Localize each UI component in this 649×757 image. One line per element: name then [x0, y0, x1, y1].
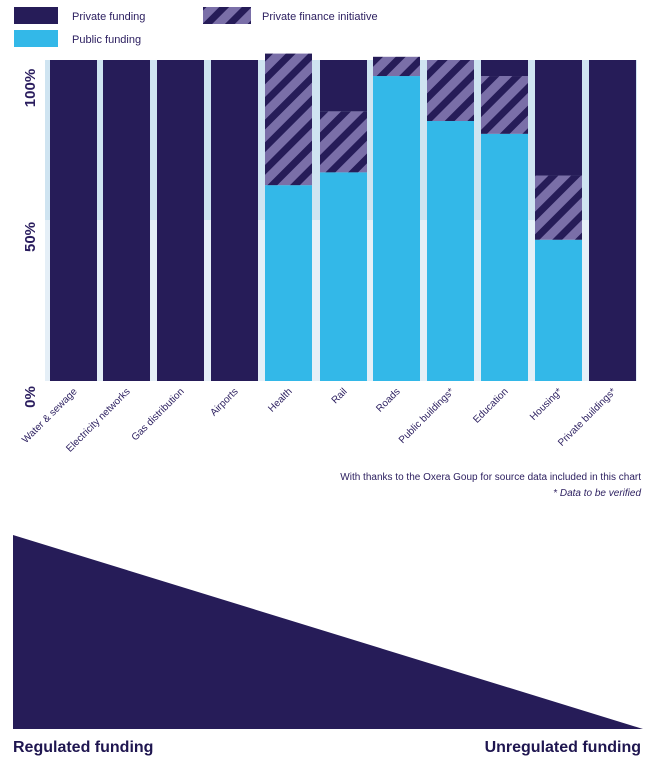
regulated-funding-label: Regulated funding	[13, 739, 153, 756]
bar-segment	[265, 185, 312, 381]
bar-segment	[211, 60, 258, 381]
category-label: Health	[266, 386, 294, 414]
category-label: Rail	[330, 386, 350, 406]
bar-segment	[535, 175, 582, 240]
category-label: Roads	[374, 386, 402, 414]
bar-segment	[589, 60, 636, 381]
legend: Private funding Public funding Private f…	[14, 7, 378, 47]
bar-segment	[320, 60, 367, 112]
source-note: With thanks to the Oxera Goup for source…	[340, 472, 641, 483]
bar-segment	[481, 133, 528, 381]
bar-segment	[265, 53, 312, 186]
category-label: Airports	[208, 386, 240, 418]
category-label: Education	[471, 386, 510, 425]
bar-segment	[103, 60, 150, 381]
y-tick-labels: 0% 50% 100%	[22, 69, 39, 408]
category-label: Public buildings*	[397, 386, 457, 446]
bar-segment	[481, 60, 528, 77]
y-tick-label: 0%	[22, 386, 39, 408]
category-label: Private buildings*	[556, 386, 618, 448]
bar-segment	[427, 120, 474, 382]
legend-label-public: Public funding	[72, 34, 141, 46]
category-label: Gas distribution	[130, 386, 187, 443]
verify-note: * Data to be verified	[553, 488, 641, 499]
bar-segment	[535, 60, 582, 176]
legend-swatch-public	[14, 30, 58, 47]
legend-swatch-pfi	[203, 7, 251, 24]
unregulated-funding-label: Unregulated funding	[485, 739, 641, 756]
y-tick-label: 100%	[22, 69, 39, 107]
legend-label-private: Private funding	[72, 11, 145, 23]
bar-segment	[320, 111, 367, 173]
y-tick-label: 50%	[22, 222, 39, 252]
bar-segment	[481, 76, 528, 134]
bar-segment	[373, 56, 420, 77]
bar-segment	[50, 60, 97, 381]
legend-label-pfi: Private finance initiative	[262, 11, 378, 23]
bar-segment	[373, 76, 420, 382]
bar-segment	[535, 239, 582, 381]
category-label: Housing*	[528, 386, 565, 423]
funding-gradient-triangle	[13, 535, 643, 729]
bar-segment	[157, 60, 204, 381]
bar-segment	[320, 172, 367, 381]
legend-swatch-private	[14, 7, 58, 24]
bar-segment	[427, 60, 474, 121]
bars	[50, 53, 636, 382]
